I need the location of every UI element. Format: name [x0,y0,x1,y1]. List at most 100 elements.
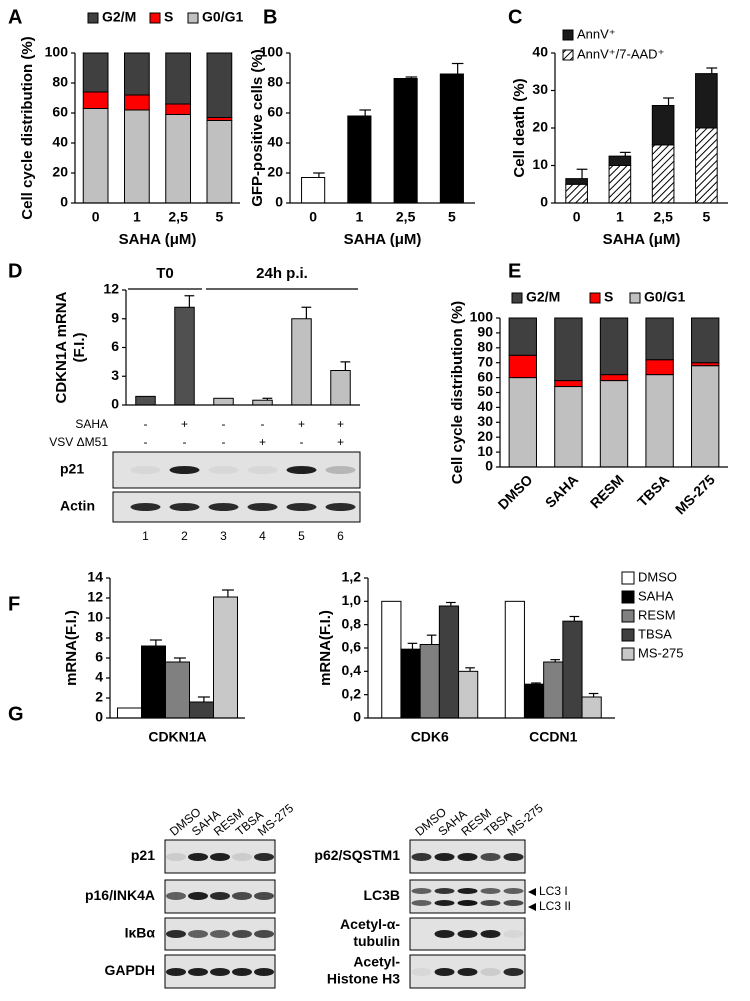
blot-label: Acetyl- [353,954,400,970]
bar-segment [508,354,537,379]
blot-band [457,900,478,906]
y-tick-label: 70 [477,353,493,369]
blot-band [210,968,230,976]
x-tick-label: 4 [259,529,266,543]
condition-sign: + [298,417,305,431]
y-tick-label: 80 [477,339,493,355]
panel-letter: A [8,6,22,28]
blot-band [130,466,161,474]
condition-label: VSV ΔM51 [49,435,108,449]
x-tick-label: 1 [355,209,363,225]
blot-label: p16/INK4A [85,887,155,903]
legend-swatch [621,571,635,585]
y-axis-label: mRNA(F.I.) [317,610,334,686]
x-tick-label: CDKN1A [148,729,206,745]
bar-segment [82,91,109,109]
blot [409,879,526,914]
blot-label: LC3B [363,887,400,903]
y-tick-label: 20 [52,164,68,180]
bar-segment [165,114,191,204]
bar-segment [565,178,588,185]
legend-label: S [164,9,173,25]
blot-band [254,892,274,900]
blot-band [434,888,455,894]
bar-segment [206,52,233,118]
y-tick-label: 0 [485,458,493,474]
x-tick-label: RESM [587,471,627,511]
bar-segment [165,103,191,115]
marker-label: LC3 II [539,899,571,913]
x-tick-label: 0 [92,209,100,225]
blot-band [169,466,200,474]
legend-swatch [629,292,641,304]
y-tick-label: 10 [87,609,103,625]
blot-band [411,968,432,976]
blot-band [188,892,208,900]
blot-band [434,968,455,976]
bar-segment [508,317,537,356]
blot-band [188,853,208,861]
legend-swatch [621,647,635,661]
blot-label: IκBα [125,925,156,941]
x-axis-label: SAHA (μM) [344,231,422,248]
y-tick-label: 6 [111,338,119,354]
blot-band [247,466,278,474]
bar-segment [651,144,675,204]
x-tick-label: 2 [181,529,188,543]
y-axis-label: Cell death (%) [511,78,528,177]
legend-swatch [621,590,635,604]
y-tick-label: 30 [477,413,493,429]
panel-letter: G [8,703,24,725]
y-tick-label: 40 [52,134,68,150]
y-axis-label: Cell cycle distribution (%) [449,301,466,484]
y-tick-label: 6 [95,649,103,665]
x-tick-label: CCDN1 [529,729,577,745]
blot-band [169,503,200,511]
y-tick-label: 14 [87,569,103,585]
blot-band [130,503,161,511]
bar [504,600,525,719]
y-tick-label: 1,0 [342,592,362,608]
bar-segment [691,365,720,468]
bar [330,370,351,406]
x-tick-label: 1 [616,209,624,225]
condition-sign: - [261,417,265,431]
blot-label: Actin [60,498,95,514]
bar-segment [695,127,718,204]
blot-band [457,888,478,894]
y-tick-label: 0,2 [342,685,362,701]
x-tick-label: 3 [220,529,227,543]
blot-band [503,888,524,894]
y-tick-label: 100 [470,309,494,325]
y-tick-label: 0 [540,194,548,210]
blot-band [210,853,230,861]
x-tick-label: 5 [702,209,710,225]
legend-swatch [149,12,161,24]
legend-label: RESM [638,607,676,622]
x-tick-label: 2,5 [168,209,188,225]
y-tick-label: 10 [477,443,493,459]
blot-label: Acetyl-α- [340,916,400,932]
bar-segment [82,52,109,93]
panel-letter: F [8,593,20,615]
y-tick-label: 1,2 [342,569,362,585]
bar [141,645,166,719]
bar [439,73,464,204]
bar-segment [691,317,720,364]
y-tick-label: 40 [477,398,493,414]
bar [301,177,326,204]
bar-segment [645,359,674,376]
blot-label: GAPDH [104,962,155,978]
blot-band [188,930,208,938]
blot-band [254,853,274,861]
condition-sign: - [222,435,226,449]
bar-segment [124,94,150,111]
blot-label: p62/SQSTM1 [314,847,400,863]
bar [543,661,564,719]
bar-segment [608,165,632,204]
bar [523,683,545,719]
blot-band [232,930,252,938]
bar-segment [165,52,191,105]
